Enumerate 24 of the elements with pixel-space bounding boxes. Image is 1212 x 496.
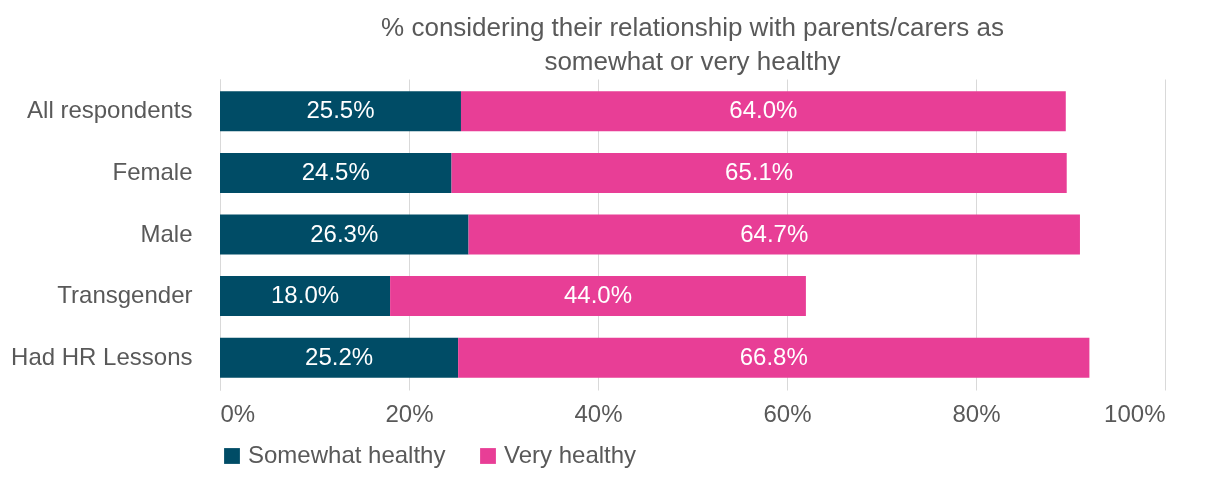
text: 64.0% — [729, 96, 798, 124]
x-tick-label: 40% — [574, 399, 623, 427]
text: 64.7% — [740, 219, 809, 247]
text: 66.8% — [739, 342, 808, 370]
x-tick-label: 60% — [763, 399, 812, 427]
text: 65.1% — [725, 157, 794, 185]
x-tick-label: 20% — [385, 399, 434, 427]
y-tick-label: Male — [140, 219, 193, 247]
x-tick-label: 100% — [1104, 399, 1166, 427]
text: 26.3% — [310, 219, 379, 247]
y-tick-label: Had HR Lessons — [11, 342, 193, 370]
chart-title: % considering their relationship with parents/carers as somewhat or very healthy — [381, 12, 1004, 76]
legend-label: Somewhat healthy — [248, 441, 446, 468]
legend-label: Very healthy — [504, 441, 637, 468]
text: 18.0% — [271, 281, 340, 309]
x-tick-label: 0% — [220, 399, 256, 427]
text: 25.5% — [306, 96, 375, 124]
text: 24.5% — [301, 157, 370, 185]
text: 25.2% — [305, 342, 374, 370]
text: 44.0% — [563, 281, 633, 309]
y-tick-label: All respondents — [27, 96, 193, 124]
y-tick-label: Female — [112, 157, 193, 185]
x-tick-label: 80% — [952, 399, 1001, 427]
y-tick-label: Transgender — [57, 281, 193, 309]
